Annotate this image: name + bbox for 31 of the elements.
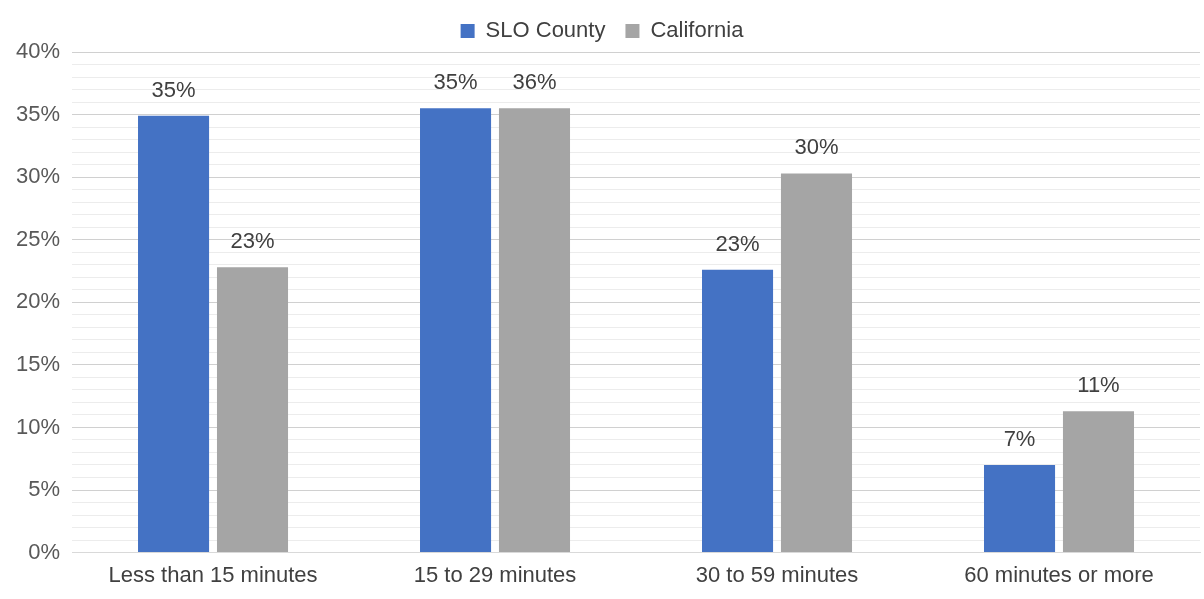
bar <box>983 465 1056 553</box>
x-tick-label: Less than 15 minutes <box>108 561 318 587</box>
x-tick-label: 60 minutes or more <box>964 561 1154 587</box>
data-label: 7% <box>1003 426 1036 452</box>
x-tick-label: 30 to 59 minutes <box>695 561 859 587</box>
y-tick-label: 10% <box>15 413 61 439</box>
y-tick-label: 40% <box>15 38 61 64</box>
y-tick-label: 15% <box>15 350 61 376</box>
y-tick-label: 25% <box>15 225 61 251</box>
data-label: 35% <box>433 69 478 95</box>
data-label: 35% <box>151 76 196 102</box>
legend-label: California <box>650 17 745 43</box>
data-label: 11% <box>1077 372 1120 398</box>
data-label: 30% <box>794 134 839 160</box>
y-tick-label: 35% <box>15 100 61 126</box>
bar <box>702 269 774 553</box>
bar <box>138 115 210 553</box>
bar <box>216 267 289 553</box>
data-label: 23% <box>715 230 760 256</box>
y-tick-label: 5% <box>28 476 61 502</box>
bar <box>780 173 853 553</box>
data-label: 23% <box>230 228 275 254</box>
bar <box>420 108 492 553</box>
bar <box>498 108 571 553</box>
y-tick-label: 30% <box>15 163 61 189</box>
bar <box>1062 411 1135 553</box>
legend-label: SLO County <box>485 17 606 43</box>
y-tick-label: 20% <box>15 288 61 314</box>
y-tick-label: 0% <box>28 538 61 564</box>
x-tick-label: 15 to 29 minutes <box>413 561 577 587</box>
data-label: 36% <box>512 69 557 95</box>
